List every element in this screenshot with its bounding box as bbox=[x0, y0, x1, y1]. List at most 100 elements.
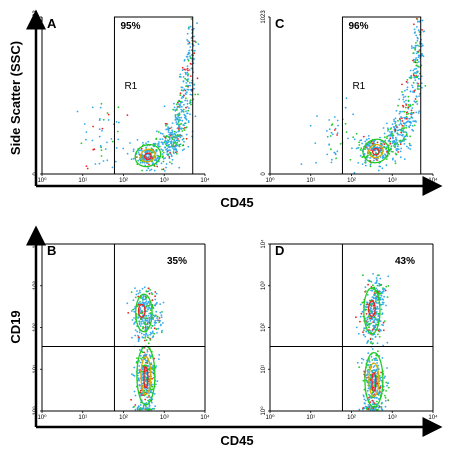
panel-C: 96% R1 C 10⁰ 10¹ 10² 10³ 10⁴ 0 1023 bbox=[261, 10, 438, 184]
event-dot bbox=[344, 106, 347, 109]
event-dot bbox=[86, 167, 89, 170]
event-dot bbox=[153, 169, 156, 172]
event-dot bbox=[143, 364, 146, 367]
event-dot bbox=[177, 138, 179, 140]
event-dot bbox=[372, 296, 375, 299]
event-dot bbox=[372, 304, 375, 307]
event-dot bbox=[355, 132, 358, 135]
event-dot bbox=[382, 324, 385, 327]
event-dot bbox=[420, 43, 423, 45]
event-dot bbox=[409, 135, 411, 138]
event-dot bbox=[368, 408, 371, 410]
event-dot bbox=[156, 165, 159, 168]
event-dot bbox=[175, 103, 178, 106]
event-dot bbox=[351, 147, 353, 150]
event-dot bbox=[158, 143, 160, 145]
event-dot bbox=[404, 95, 407, 98]
event-dot bbox=[99, 145, 102, 147]
event-dot bbox=[190, 18, 193, 20]
event-dot bbox=[145, 305, 148, 308]
event-dot bbox=[145, 372, 148, 375]
event-dot bbox=[420, 82, 423, 85]
event-dot bbox=[416, 44, 419, 47]
event-dot bbox=[139, 296, 142, 299]
panel-B-events bbox=[126, 286, 165, 411]
event-dot bbox=[414, 31, 416, 33]
event-dot bbox=[403, 125, 405, 127]
event-dot bbox=[392, 150, 394, 153]
event-dot bbox=[384, 394, 386, 397]
event-dot bbox=[107, 119, 110, 121]
event-dot bbox=[155, 321, 157, 324]
gate-name: R1 bbox=[352, 81, 365, 92]
event-dot bbox=[137, 316, 140, 319]
event-dot bbox=[152, 372, 155, 375]
event-dot bbox=[383, 132, 386, 135]
event-dot bbox=[187, 40, 190, 42]
event-dot bbox=[391, 158, 394, 161]
event-dot bbox=[379, 277, 382, 280]
event-dot bbox=[156, 319, 159, 322]
event-dot bbox=[382, 344, 384, 347]
event-dot bbox=[134, 287, 136, 289]
event-dot bbox=[151, 407, 154, 410]
event-dot bbox=[383, 288, 386, 290]
event-dot bbox=[175, 148, 178, 151]
event-dot bbox=[181, 119, 184, 122]
event-dot bbox=[405, 104, 408, 106]
event-dot bbox=[165, 124, 167, 127]
event-dot bbox=[144, 339, 146, 342]
event-dot bbox=[409, 69, 412, 72]
event-dot bbox=[337, 124, 339, 127]
event-dot bbox=[165, 142, 168, 144]
event-dot bbox=[151, 324, 154, 327]
event-dot bbox=[149, 309, 152, 311]
event-dot bbox=[152, 318, 155, 321]
event-dot bbox=[176, 142, 179, 144]
event-dot bbox=[167, 126, 170, 129]
bottom-x-axis-title: CD45 bbox=[220, 433, 253, 448]
event-dot bbox=[402, 131, 405, 134]
event-dot bbox=[404, 117, 406, 120]
event-dot bbox=[151, 371, 154, 374]
event-dot bbox=[362, 274, 364, 277]
event-dot bbox=[411, 107, 414, 109]
event-dot bbox=[396, 145, 399, 148]
event-dot bbox=[136, 290, 138, 292]
event-dot bbox=[361, 301, 364, 304]
event-dot bbox=[145, 405, 147, 407]
event-dot bbox=[378, 282, 380, 285]
event-dot bbox=[407, 95, 410, 98]
event-dot bbox=[379, 296, 382, 299]
event-dot bbox=[368, 396, 370, 399]
event-dot bbox=[367, 371, 369, 373]
event-dot bbox=[412, 69, 415, 72]
event-dot bbox=[148, 316, 151, 319]
event-dot bbox=[394, 145, 397, 147]
event-dot bbox=[187, 88, 190, 91]
event-dot bbox=[387, 127, 389, 130]
event-dot bbox=[148, 396, 150, 398]
event-dot bbox=[353, 138, 356, 141]
event-dot bbox=[178, 114, 180, 117]
event-dot bbox=[197, 43, 200, 45]
event-dot bbox=[368, 280, 371, 282]
event-dot bbox=[367, 326, 370, 328]
event-dot bbox=[149, 355, 152, 358]
event-dot bbox=[145, 339, 148, 341]
event-dot bbox=[140, 394, 143, 396]
bottom-y-axis-title: CD19 bbox=[8, 310, 23, 343]
event-dot bbox=[371, 329, 374, 331]
event-dot bbox=[185, 118, 188, 121]
event-dot bbox=[336, 134, 338, 136]
y-tick-label: 10² bbox=[261, 323, 267, 332]
event-dot bbox=[149, 331, 152, 334]
event-dot bbox=[418, 31, 421, 33]
event-dot bbox=[378, 165, 381, 168]
event-dot bbox=[410, 45, 413, 48]
event-dot bbox=[362, 379, 365, 382]
event-dot bbox=[154, 383, 157, 386]
event-dot bbox=[345, 97, 348, 100]
event-dot bbox=[372, 273, 374, 275]
